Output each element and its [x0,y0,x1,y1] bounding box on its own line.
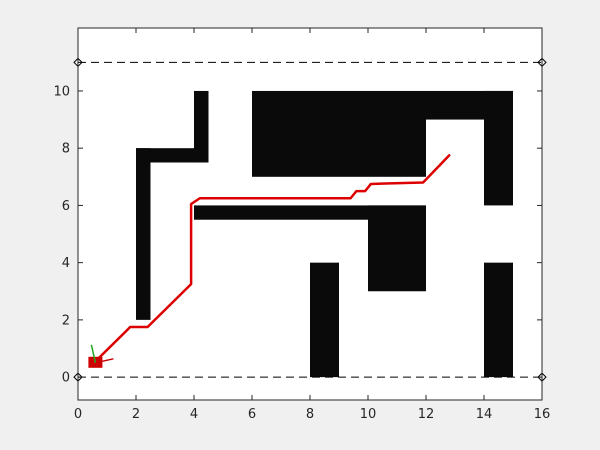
x-axis-ticks: 0 2 4 6 8 10 12 14 16 [74,28,550,422]
x-tick-label-6: 12 [418,407,435,422]
obstacle-3 [252,90,426,177]
x-tick-label-5: 10 [360,407,377,422]
y-tick-label-0: 0 [62,371,70,386]
path-layer [94,154,451,363]
y-tick-label-5: 10 [53,84,70,99]
obstacle-5 [484,90,513,206]
y-tick-label-4: 8 [62,142,70,157]
y-tick-label-1: 2 [62,313,70,328]
robot-x-axis [95,358,114,364]
obstacle-1 [136,148,209,163]
x-tick-label-4: 8 [306,407,314,422]
x-tick-label-3: 6 [248,407,256,422]
x-tick-label-0: 0 [74,407,82,422]
obstacle-2 [194,90,209,163]
obstacle-9 [484,262,513,378]
obstacle-0 [136,148,151,320]
y-axis-ticks: 0 2 4 6 8 10 [53,84,542,386]
x-tick-label-7: 14 [476,407,493,422]
x-tick-label-8: 16 [534,407,551,422]
x-tick-label-1: 2 [132,407,140,422]
obstacles-layer [136,90,513,378]
obstacle-7 [368,205,426,292]
robot-y-axis [90,344,97,363]
path-line-0 [94,154,451,363]
y-tick-label-2: 4 [62,256,70,271]
y-tick-label-3: 6 [62,199,70,214]
x-tick-label-2: 4 [190,407,198,422]
obstacle-8 [310,262,339,378]
robot-marker [88,344,114,368]
